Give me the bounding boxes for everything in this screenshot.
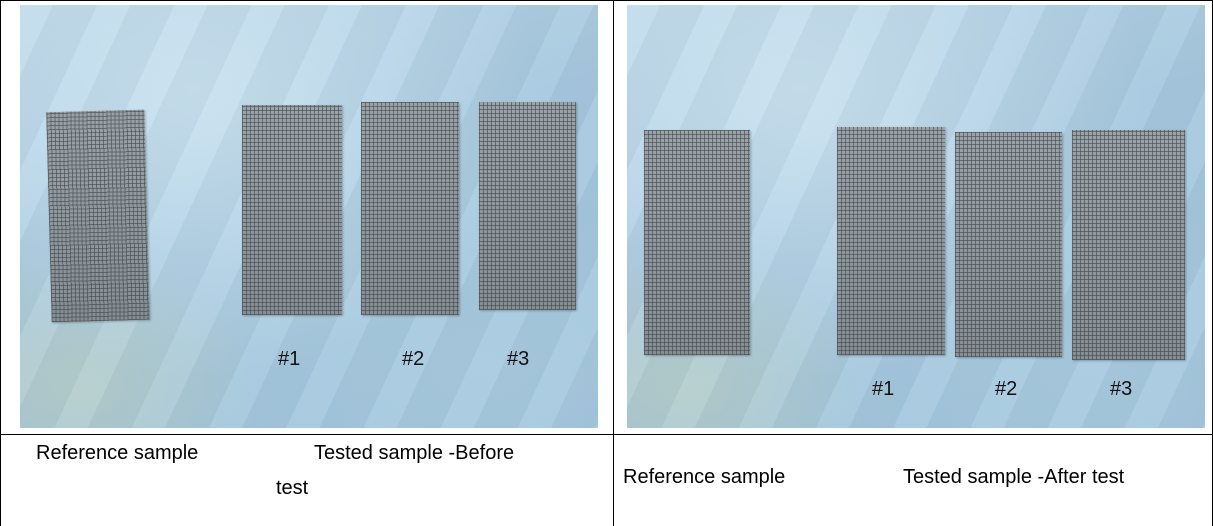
- sample-label-3: #3: [1110, 378, 1132, 401]
- table-border-top: [0, 0, 1213, 1]
- table-row-divider: [0, 434, 1213, 435]
- tested-sample-1-mesh: [837, 127, 945, 355]
- tested-sample-3-mesh: [1072, 130, 1185, 360]
- sample-label-2: #2: [995, 378, 1017, 401]
- photo-before-test: #1 #2 #3: [20, 5, 598, 428]
- table-border-left: [0, 0, 1, 526]
- caption-tested-before-line1: Tested sample -Before: [314, 436, 514, 470]
- table-column-divider: [613, 0, 614, 526]
- sample-label-3: #3: [507, 348, 529, 371]
- sample-label-1: #1: [278, 348, 300, 371]
- tested-sample-2-mesh: [361, 102, 459, 315]
- caption-reference-after: Reference sample: [623, 460, 785, 494]
- photo-after-test: #1 #2 #3: [627, 5, 1205, 428]
- tested-sample-1-mesh: [242, 105, 342, 315]
- sample-label-2: #2: [402, 348, 424, 371]
- tested-sample-2-mesh: [955, 132, 1062, 357]
- caption-reference-before: Reference sample: [36, 436, 198, 470]
- tested-sample-3-mesh: [479, 102, 576, 310]
- caption-tested-after: Tested sample -After test: [903, 460, 1124, 494]
- caption-tested-before-line2: test: [276, 471, 308, 505]
- sample-label-1: #1: [872, 378, 894, 401]
- reference-sample-mesh: [46, 110, 149, 322]
- reference-sample-mesh: [644, 130, 750, 355]
